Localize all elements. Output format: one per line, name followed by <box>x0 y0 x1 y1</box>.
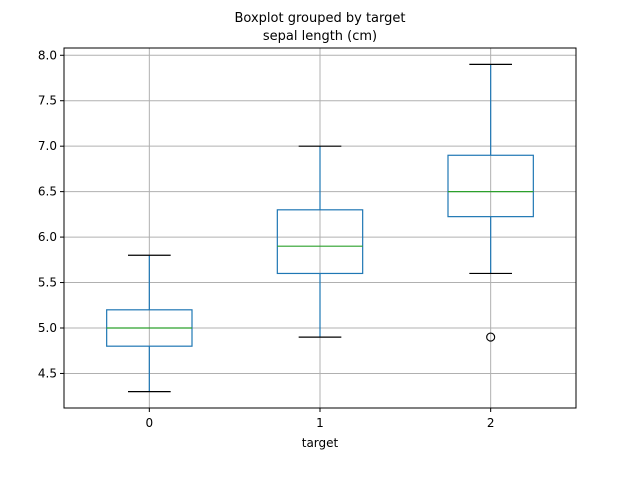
boxes <box>106 63 534 393</box>
x-tick-label: 2 <box>487 416 495 430</box>
y-tick-label: 8.0 <box>38 48 57 62</box>
y-tick-label: 7.0 <box>38 139 57 153</box>
y-tick-label: 7.5 <box>38 94 57 108</box>
outlier-point <box>486 332 496 342</box>
x-axis-label: target <box>302 436 339 450</box>
grid <box>64 48 576 408</box>
x-tick-label: 1 <box>316 416 324 430</box>
y-tick-label: 6.0 <box>38 230 57 244</box>
iqr-box <box>447 154 534 218</box>
box-group-1 <box>276 145 364 338</box>
y-tick-label: 4.5 <box>38 366 57 380</box>
x-tick-label: 0 <box>146 416 154 430</box>
y-tick-label: 6.5 <box>38 185 57 199</box>
iqr-box <box>276 209 364 275</box>
chart-suptitle: Boxplot grouped by target <box>235 11 406 26</box>
box-group-0 <box>106 254 193 393</box>
y-tick-label: 5.5 <box>38 276 57 290</box>
y-tick-label: 5.0 <box>38 321 57 335</box>
ticks: 4.5 5.0 5.5 6.0 6.5 7.0 7.5 8.0 0 1 2 <box>38 48 495 430</box>
box-group-2 <box>447 63 534 342</box>
chart-title: sepal length (cm) <box>263 29 377 44</box>
